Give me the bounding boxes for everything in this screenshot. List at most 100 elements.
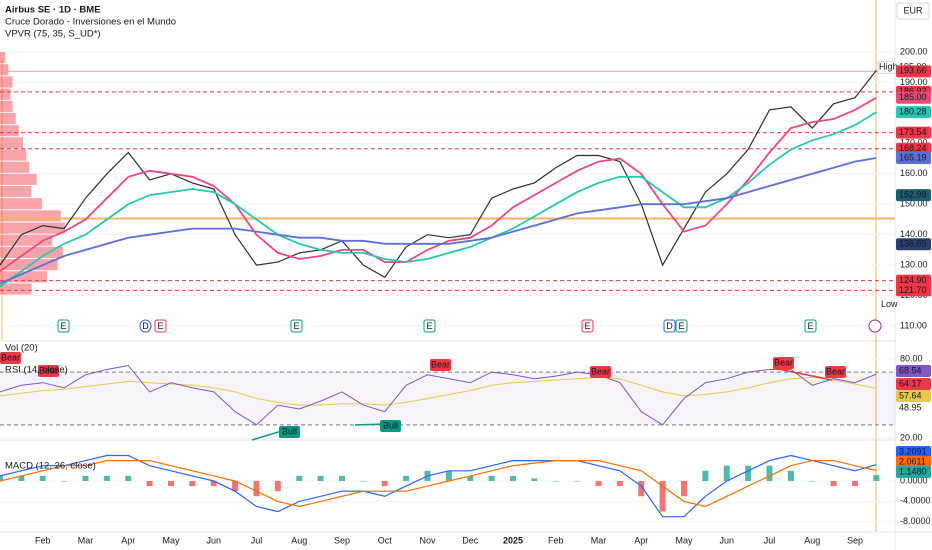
x-tick-label: Dec [462, 535, 479, 545]
x-tick-label: Jun [719, 535, 734, 545]
divergence-line [251, 429, 286, 441]
histogram-bar [296, 475, 303, 481]
histogram-bar [39, 475, 46, 481]
event-marker [154, 319, 167, 333]
volume-profile-bar [0, 161, 30, 173]
x-tick-label: 2025 [503, 535, 523, 545]
indicator-label: VPVR (75, 35, S_UD*) [5, 29, 101, 40]
layers: 200.00190.00180.00170.00160.00150.00140.… [0, 46, 931, 545]
price-tag [896, 152, 931, 165]
histogram-bar [809, 480, 816, 482]
histogram-bar [723, 465, 730, 481]
chart-subtitle: Cruce Dorado - Inversiones en el Mundo [5, 17, 176, 28]
volume-label: Vol (20) [5, 343, 38, 354]
rsi-line [0, 364, 877, 426]
histogram-bar [82, 475, 89, 481]
x-tick-label: Nov [419, 535, 436, 545]
price-tag [896, 456, 931, 468]
price-tag-label: 136.85 [899, 239, 927, 249]
signal-label: Bull [383, 420, 398, 430]
price-tag [896, 91, 931, 104]
x-tick-label: Mar [78, 535, 94, 545]
currency-box[interactable] [896, 2, 930, 20]
price-tag [896, 378, 931, 390]
event-label: E [678, 321, 684, 331]
divergence-line [772, 367, 833, 381]
y-tick-label: 190.00 [900, 77, 928, 87]
event-marker [581, 319, 594, 333]
rsi-title: RSI (14, close) [5, 365, 68, 376]
price-tag-label: 165.19 [899, 152, 927, 162]
price-tag-label: 2.0611 [899, 456, 926, 466]
rsi-average [0, 376, 877, 406]
price-tag-label: 185.00 [899, 92, 927, 102]
currency[interactable]: EUR [903, 5, 923, 15]
x-tick-label: Jul [764, 535, 776, 545]
event-label: E [584, 321, 590, 331]
divergence-line [354, 423, 386, 426]
histogram-bar [0, 475, 3, 481]
moving-average [0, 96, 877, 272]
alert-icon [868, 319, 882, 333]
volume-profile-bar [0, 64, 9, 76]
histogram-bar [852, 480, 858, 487]
x-tick-label: Mar [591, 535, 607, 545]
histogram-bar [317, 475, 324, 481]
volume-profile-bar [0, 76, 13, 88]
x-tick-label: Jun [206, 535, 221, 545]
event-marker [663, 319, 676, 333]
histogram-bar [702, 470, 709, 481]
y-tick-label: 110.00 [900, 320, 927, 330]
histogram-bar [574, 480, 581, 482]
volume-profile-bar [0, 259, 58, 271]
histogram-bar [232, 480, 239, 492]
signal-label: Bear [826, 366, 845, 376]
histogram-bar [595, 480, 602, 487]
event-label: D [666, 321, 673, 331]
signal-label: Bull [282, 426, 297, 436]
volume-profile-bar [0, 198, 42, 210]
price-tag-label: 48.95 [899, 402, 922, 412]
histogram-bar [189, 480, 196, 487]
histogram-bar [253, 480, 260, 497]
histogram-bar [787, 470, 794, 481]
histogram-bar [638, 480, 645, 497]
y-tick-label: 130.00 [900, 259, 928, 269]
signal-badge [279, 426, 300, 438]
histogram-bar [745, 465, 752, 481]
signal-badge [430, 359, 451, 371]
price-tag-label: 173.54 [899, 127, 927, 137]
histogram-bar [168, 480, 174, 487]
volume-profile-bar [0, 234, 53, 246]
volume-profile-bar [0, 246, 63, 259]
histogram-bar [125, 475, 132, 481]
y-tick-label: 140.00 [900, 229, 928, 239]
price-tag-label: 68.54 [899, 365, 922, 375]
price-tag-label: 124.90 [899, 275, 927, 285]
x-tick-label: Feb [548, 535, 564, 545]
histogram-bar [552, 480, 559, 482]
price-tag [896, 106, 931, 119]
price-tag-label: 1.1480 [899, 466, 927, 476]
macd-title: MACD (12, 26, close) [5, 461, 96, 472]
volume-profile-bar [0, 173, 37, 185]
histogram-bar [146, 480, 153, 487]
high-label: High [879, 62, 898, 72]
signal-label: Bear [591, 366, 610, 376]
histogram-bar [510, 475, 516, 481]
histogram-bar [616, 480, 623, 487]
event-label: E [60, 321, 66, 331]
chart-title: Airbus SE · 1D · BME [5, 5, 101, 16]
volume-profile-bar [0, 137, 24, 149]
y-tick-label: 200.00 [900, 46, 928, 56]
histogram-bar [403, 475, 410, 481]
volume-profile-bar [0, 271, 48, 283]
price-tag [896, 365, 931, 377]
event-marker [57, 319, 70, 333]
price-tag [896, 274, 931, 287]
event-label: E [807, 321, 813, 331]
volume-profile-bar [0, 100, 13, 112]
x-tick-label: Feb [35, 535, 51, 545]
x-tick-label: Sep [334, 535, 350, 545]
signal-label: Bear [39, 365, 58, 375]
